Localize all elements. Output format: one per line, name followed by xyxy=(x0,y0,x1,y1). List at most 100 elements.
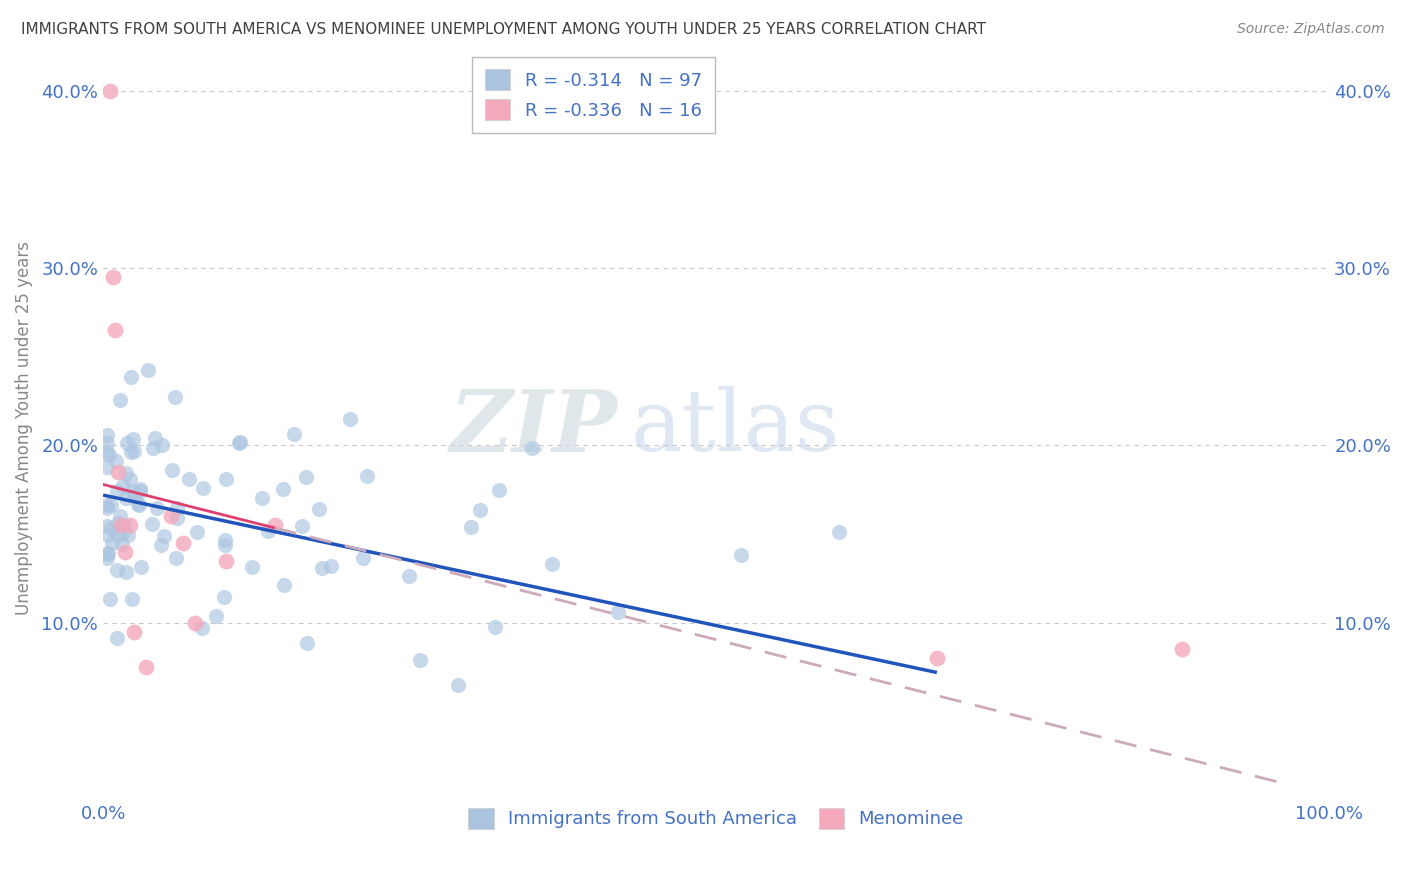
Point xyxy=(122,432,145,446)
Point xyxy=(135,660,157,674)
Point xyxy=(121,484,143,499)
Point xyxy=(172,536,194,550)
Point xyxy=(215,472,238,486)
Point xyxy=(184,615,207,630)
Point xyxy=(308,502,330,516)
Point xyxy=(120,472,142,486)
Point xyxy=(128,498,150,512)
Point xyxy=(127,498,149,512)
Y-axis label: Unemployment Among Youth under 25 years: Unemployment Among Youth under 25 years xyxy=(15,241,32,615)
Text: ZIP: ZIP xyxy=(450,386,619,469)
Point xyxy=(108,393,131,408)
Point xyxy=(96,519,118,533)
Point xyxy=(141,517,163,532)
Point xyxy=(112,478,135,492)
Point xyxy=(468,503,491,517)
Point xyxy=(214,538,236,552)
Point xyxy=(121,591,143,606)
Point xyxy=(295,635,318,649)
Point xyxy=(166,500,188,515)
Point xyxy=(104,323,127,337)
Point xyxy=(97,448,120,462)
Point xyxy=(229,435,252,450)
Point xyxy=(96,445,118,459)
Point xyxy=(153,528,176,542)
Point xyxy=(215,554,238,568)
Text: IMMIGRANTS FROM SOUTH AMERICA VS MENOMINEE UNEMPLOYMENT AMONG YOUTH UNDER 25 YEA: IMMIGRANTS FROM SOUTH AMERICA VS MENOMIN… xyxy=(21,22,986,37)
Point xyxy=(129,559,152,574)
Point xyxy=(105,563,128,577)
Point xyxy=(124,488,146,502)
Point xyxy=(263,518,285,533)
Point xyxy=(96,527,118,541)
Point xyxy=(273,578,295,592)
Point xyxy=(107,528,129,542)
Point xyxy=(146,500,169,515)
Point xyxy=(240,560,263,574)
Point xyxy=(1171,642,1194,657)
Point xyxy=(522,442,544,456)
Point xyxy=(101,269,124,284)
Text: atlas: atlas xyxy=(630,386,839,469)
Point xyxy=(120,369,142,384)
Point xyxy=(107,516,129,531)
Point xyxy=(191,481,214,495)
Point xyxy=(352,550,374,565)
Point xyxy=(122,624,145,639)
Text: Source: ZipAtlas.com: Source: ZipAtlas.com xyxy=(1237,22,1385,37)
Point xyxy=(165,550,187,565)
Point xyxy=(212,590,235,604)
Point xyxy=(112,525,135,540)
Point xyxy=(828,525,851,540)
Point xyxy=(138,363,160,377)
Point xyxy=(186,524,208,539)
Point xyxy=(100,84,122,98)
Point xyxy=(166,511,188,525)
Point xyxy=(128,482,150,496)
Point xyxy=(112,518,135,533)
Point xyxy=(96,428,118,442)
Point xyxy=(107,465,129,479)
Point xyxy=(311,560,333,574)
Point xyxy=(96,498,118,512)
Point xyxy=(104,454,127,468)
Point xyxy=(115,466,138,480)
Point xyxy=(160,463,183,477)
Point xyxy=(356,468,378,483)
Point xyxy=(118,518,141,533)
Point xyxy=(283,427,305,442)
Point xyxy=(114,545,136,559)
Point xyxy=(179,472,201,486)
Point xyxy=(159,509,181,524)
Point xyxy=(730,548,752,562)
Point xyxy=(105,483,128,498)
Point xyxy=(110,518,132,533)
Point xyxy=(97,546,120,560)
Point xyxy=(100,521,122,535)
Point xyxy=(291,518,314,533)
Point xyxy=(100,498,122,512)
Point xyxy=(214,533,236,547)
Point xyxy=(114,491,136,505)
Point xyxy=(540,557,562,571)
Point xyxy=(607,605,630,619)
Point xyxy=(150,538,173,552)
Point xyxy=(460,520,482,534)
Legend: Immigrants from South America, Menominee: Immigrants from South America, Menominee xyxy=(461,801,972,836)
Point xyxy=(143,431,166,445)
Point xyxy=(96,550,118,565)
Point xyxy=(484,620,506,634)
Point xyxy=(115,436,138,450)
Point xyxy=(339,412,361,426)
Point xyxy=(96,436,118,450)
Point xyxy=(252,491,274,505)
Point xyxy=(128,484,150,499)
Point xyxy=(96,460,118,475)
Point xyxy=(117,528,139,542)
Point xyxy=(447,678,470,692)
Point xyxy=(150,438,173,452)
Point xyxy=(319,559,342,574)
Point xyxy=(105,631,128,645)
Point xyxy=(115,565,138,579)
Point xyxy=(108,508,131,523)
